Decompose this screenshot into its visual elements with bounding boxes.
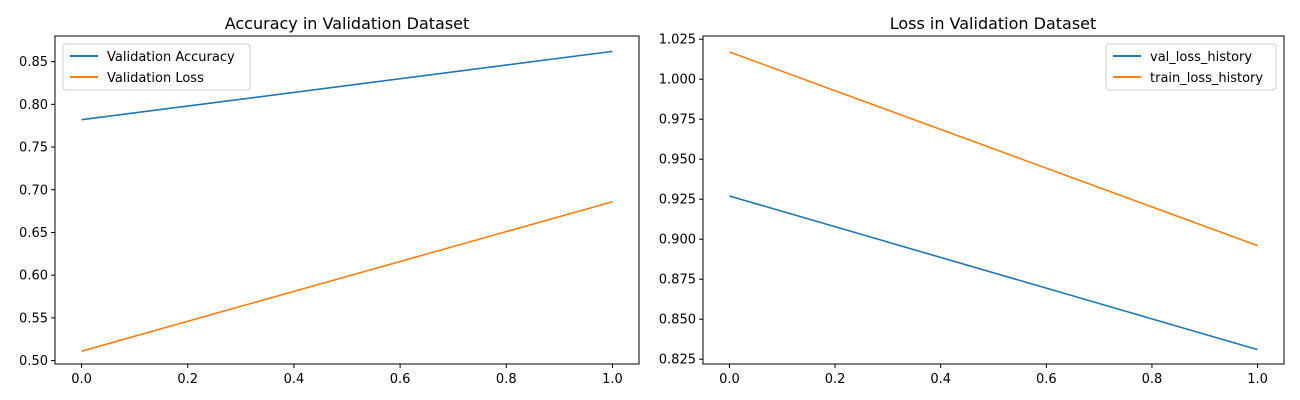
- x-tick-label: 0.8: [496, 372, 517, 387]
- x-tick-label: 0.4: [284, 372, 305, 387]
- y-axis: 0.825 0.850 0.875 0.900 0.925 0.950 0.975 1.000…: [659, 33, 703, 368]
- legend-box: [62, 43, 251, 91]
- accuracy-chart: Accuracy in Validation Dataset 0.0 0.2 0.4…: [19, 14, 640, 387]
- x-tick-label: 0.2: [177, 372, 198, 387]
- x-tick-label: 0.6: [390, 372, 411, 387]
- x-tick-label: 0.8: [1142, 372, 1163, 387]
- y-tick-label: 0.925: [659, 193, 696, 208]
- y-tick-label: 0.825: [659, 353, 696, 368]
- x-tick-label: 1.0: [1247, 372, 1268, 387]
- y-tick-label: 0.70: [19, 183, 48, 198]
- series-line: [81, 50, 613, 121]
- y-tick-label: 1.025: [659, 33, 696, 48]
- x-tick-label: 0.0: [71, 372, 92, 387]
- y-tick-label: 0.85: [19, 55, 48, 70]
- legend: Validation Accuracy Validation Loss: [62, 43, 251, 91]
- loss-chart: Loss in Validation Dataset 0.0 0.2 0.4 0.6 0…: [659, 14, 1285, 387]
- series-line: [729, 51, 1258, 247]
- y-tick-label: 0.975: [659, 113, 696, 128]
- y-tick-label: 0.60: [19, 269, 48, 284]
- chart-title: Loss in Validation Dataset: [890, 14, 1097, 33]
- y-tick-label: 0.950: [659, 153, 696, 168]
- axes-frame: [54, 35, 640, 365]
- y-axis: 0.50 0.55 0.60 0.65 0.70 0.75 0.80 0.85: [19, 55, 55, 369]
- x-tick-label: 1.0: [602, 372, 623, 387]
- y-tick-label: 0.900: [659, 233, 696, 248]
- x-tick-label: 0.6: [1036, 372, 1057, 387]
- y-tick-label: 0.80: [19, 98, 48, 113]
- y-tick-label: 0.50: [19, 354, 48, 369]
- y-tick-label: 1.000: [659, 73, 696, 88]
- series-line: [729, 195, 1258, 351]
- legend-label: Validation Loss: [107, 71, 204, 86]
- legend-label: val_loss_history: [1150, 50, 1252, 65]
- legend-label: Validation Accuracy: [107, 50, 235, 65]
- series-layer: [81, 50, 613, 352]
- x-tick-label: 0.0: [719, 372, 740, 387]
- chart-title: Accuracy in Validation Dataset: [225, 14, 470, 33]
- series-layer: [729, 51, 1258, 351]
- legend-box: [1105, 43, 1277, 91]
- y-tick-label: 0.65: [19, 226, 48, 241]
- x-tick-label: 0.2: [825, 372, 846, 387]
- y-tick-label: 0.75: [19, 141, 48, 156]
- series-line: [81, 200, 613, 352]
- axes-frame: [702, 35, 1285, 365]
- legend-label: train_loss_history: [1150, 71, 1263, 86]
- x-tick-label: 0.4: [930, 372, 951, 387]
- y-tick-label: 0.55: [19, 311, 48, 326]
- y-tick-label: 0.875: [659, 273, 696, 288]
- legend: val_loss_history train_loss_history: [1105, 43, 1277, 91]
- x-axis: 0.0 0.2 0.4 0.6 0.8 1.0: [71, 364, 623, 387]
- x-axis: 0.0 0.2 0.4 0.6 0.8 1.0: [719, 364, 1268, 387]
- y-tick-label: 0.850: [659, 313, 696, 328]
